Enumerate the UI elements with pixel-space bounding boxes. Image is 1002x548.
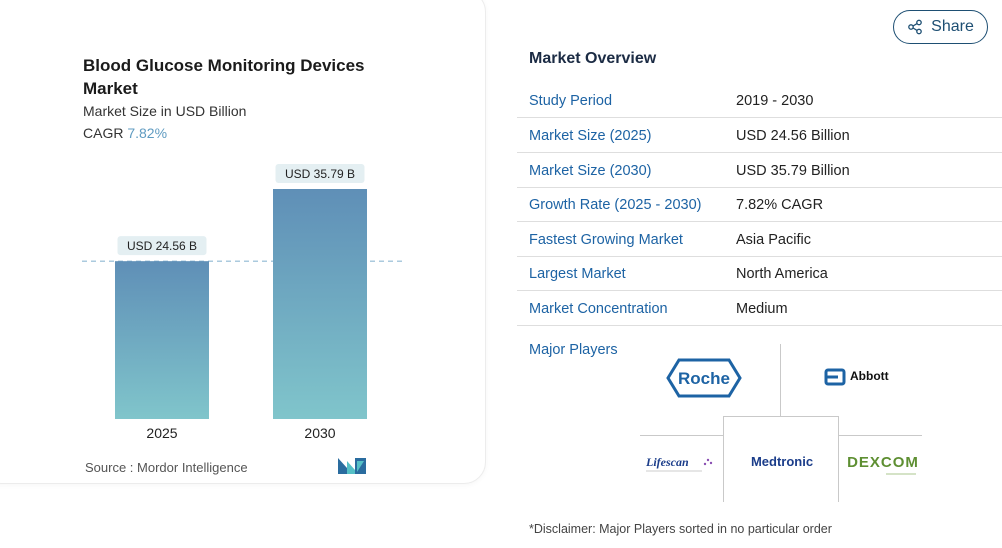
overview-row-study-period: Study Period 2019 - 2030 xyxy=(517,84,1002,118)
major-players-grid: Roche Abbott Lifescan Medtronic DEXCOM xyxy=(640,344,922,502)
medtronic-logo: Medtronic xyxy=(736,450,828,474)
source-text: Source : Mordor Intelligence xyxy=(85,460,248,475)
roche-logo: Roche xyxy=(666,358,742,398)
share-icon xyxy=(908,19,922,35)
abbott-logo-text: Abbott xyxy=(850,369,889,383)
cagr-value: 7.82% xyxy=(127,125,168,141)
overview-title: Market Overview xyxy=(529,50,657,67)
bar-2030 xyxy=(273,189,367,419)
overview-value: 2019 - 2030 xyxy=(736,92,814,109)
grid-divider xyxy=(838,416,839,502)
overview-row-fastest-growing: Fastest Growing Market Asia Pacific xyxy=(517,223,1002,257)
grid-divider xyxy=(780,344,781,416)
overview-row-market-size-2030: Market Size (2030) USD 35.79 Billion xyxy=(517,154,1002,188)
bar-chart: USD 24.56 B 2025 USD 35.79 B 2030 xyxy=(82,164,402,441)
chart-subtitle: Market Size in USD Billion xyxy=(83,103,247,119)
x-tick-label: 2030 xyxy=(304,425,335,441)
overview-label: Fastest Growing Market xyxy=(529,231,683,248)
dexcom-logo-text: DEXCOM xyxy=(847,454,919,471)
grid-divider xyxy=(640,435,723,436)
data-label-bg xyxy=(275,164,365,183)
medtronic-logo-text: Medtronic xyxy=(751,454,813,469)
overview-label: Study Period xyxy=(529,92,613,109)
data-label: USD 35.79 B xyxy=(285,167,355,181)
overview-label: Market Size (2030) xyxy=(529,162,652,179)
overview-label: Growth Rate (2025 - 2030) xyxy=(529,196,702,213)
overview-label: Largest Market xyxy=(529,265,626,282)
grid-divider xyxy=(838,435,922,436)
data-label: USD 24.56 B xyxy=(127,239,197,253)
overview-row-market-size-2025: Market Size (2025) USD 24.56 Billion xyxy=(517,119,1002,153)
overview-value: USD 24.56 Billion xyxy=(736,127,850,144)
share-button[interactable]: Share xyxy=(893,10,988,44)
grid-divider xyxy=(723,416,724,502)
cagr-line: CAGR 7.82% xyxy=(83,125,167,141)
overview-value: Medium xyxy=(736,300,788,317)
roche-logo-text: Roche xyxy=(678,369,730,388)
overview-label: Market Concentration xyxy=(529,300,668,317)
lifescan-logo: Lifescan xyxy=(642,448,718,476)
cagr-label: CAGR xyxy=(83,125,124,141)
overview-value: 7.82% CAGR xyxy=(736,196,824,213)
mordor-logo-icon xyxy=(338,458,366,474)
lifescan-logo-text: Lifescan xyxy=(645,455,689,469)
data-label-bg xyxy=(117,236,207,256)
overview-value: USD 35.79 Billion xyxy=(736,162,850,179)
major-players-label: Major Players xyxy=(529,342,618,358)
abbott-logo: Abbott xyxy=(824,364,900,388)
overview-value: North America xyxy=(736,265,828,282)
x-tick-label: 2025 xyxy=(146,425,177,441)
grid-divider xyxy=(723,416,839,417)
chart-title: Blood Glucose Monitoring Devices Market xyxy=(83,56,365,98)
bar-2025 xyxy=(115,261,209,419)
overview-label: Market Size (2025) xyxy=(529,127,652,144)
chart-card xyxy=(0,0,486,484)
share-label: Share xyxy=(931,18,974,35)
disclaimer-text: *Disclaimer: Major Players sorted in no … xyxy=(529,522,832,536)
overview-row-concentration: Market Concentration Medium xyxy=(517,292,1002,326)
overview-row-growth-rate: Growth Rate (2025 - 2030) 7.82% CAGR xyxy=(517,188,1002,222)
overview-row-largest-market: Largest Market North America xyxy=(517,257,1002,291)
dexcom-logo: DEXCOM xyxy=(844,450,922,480)
overview-value: Asia Pacific xyxy=(736,231,811,248)
